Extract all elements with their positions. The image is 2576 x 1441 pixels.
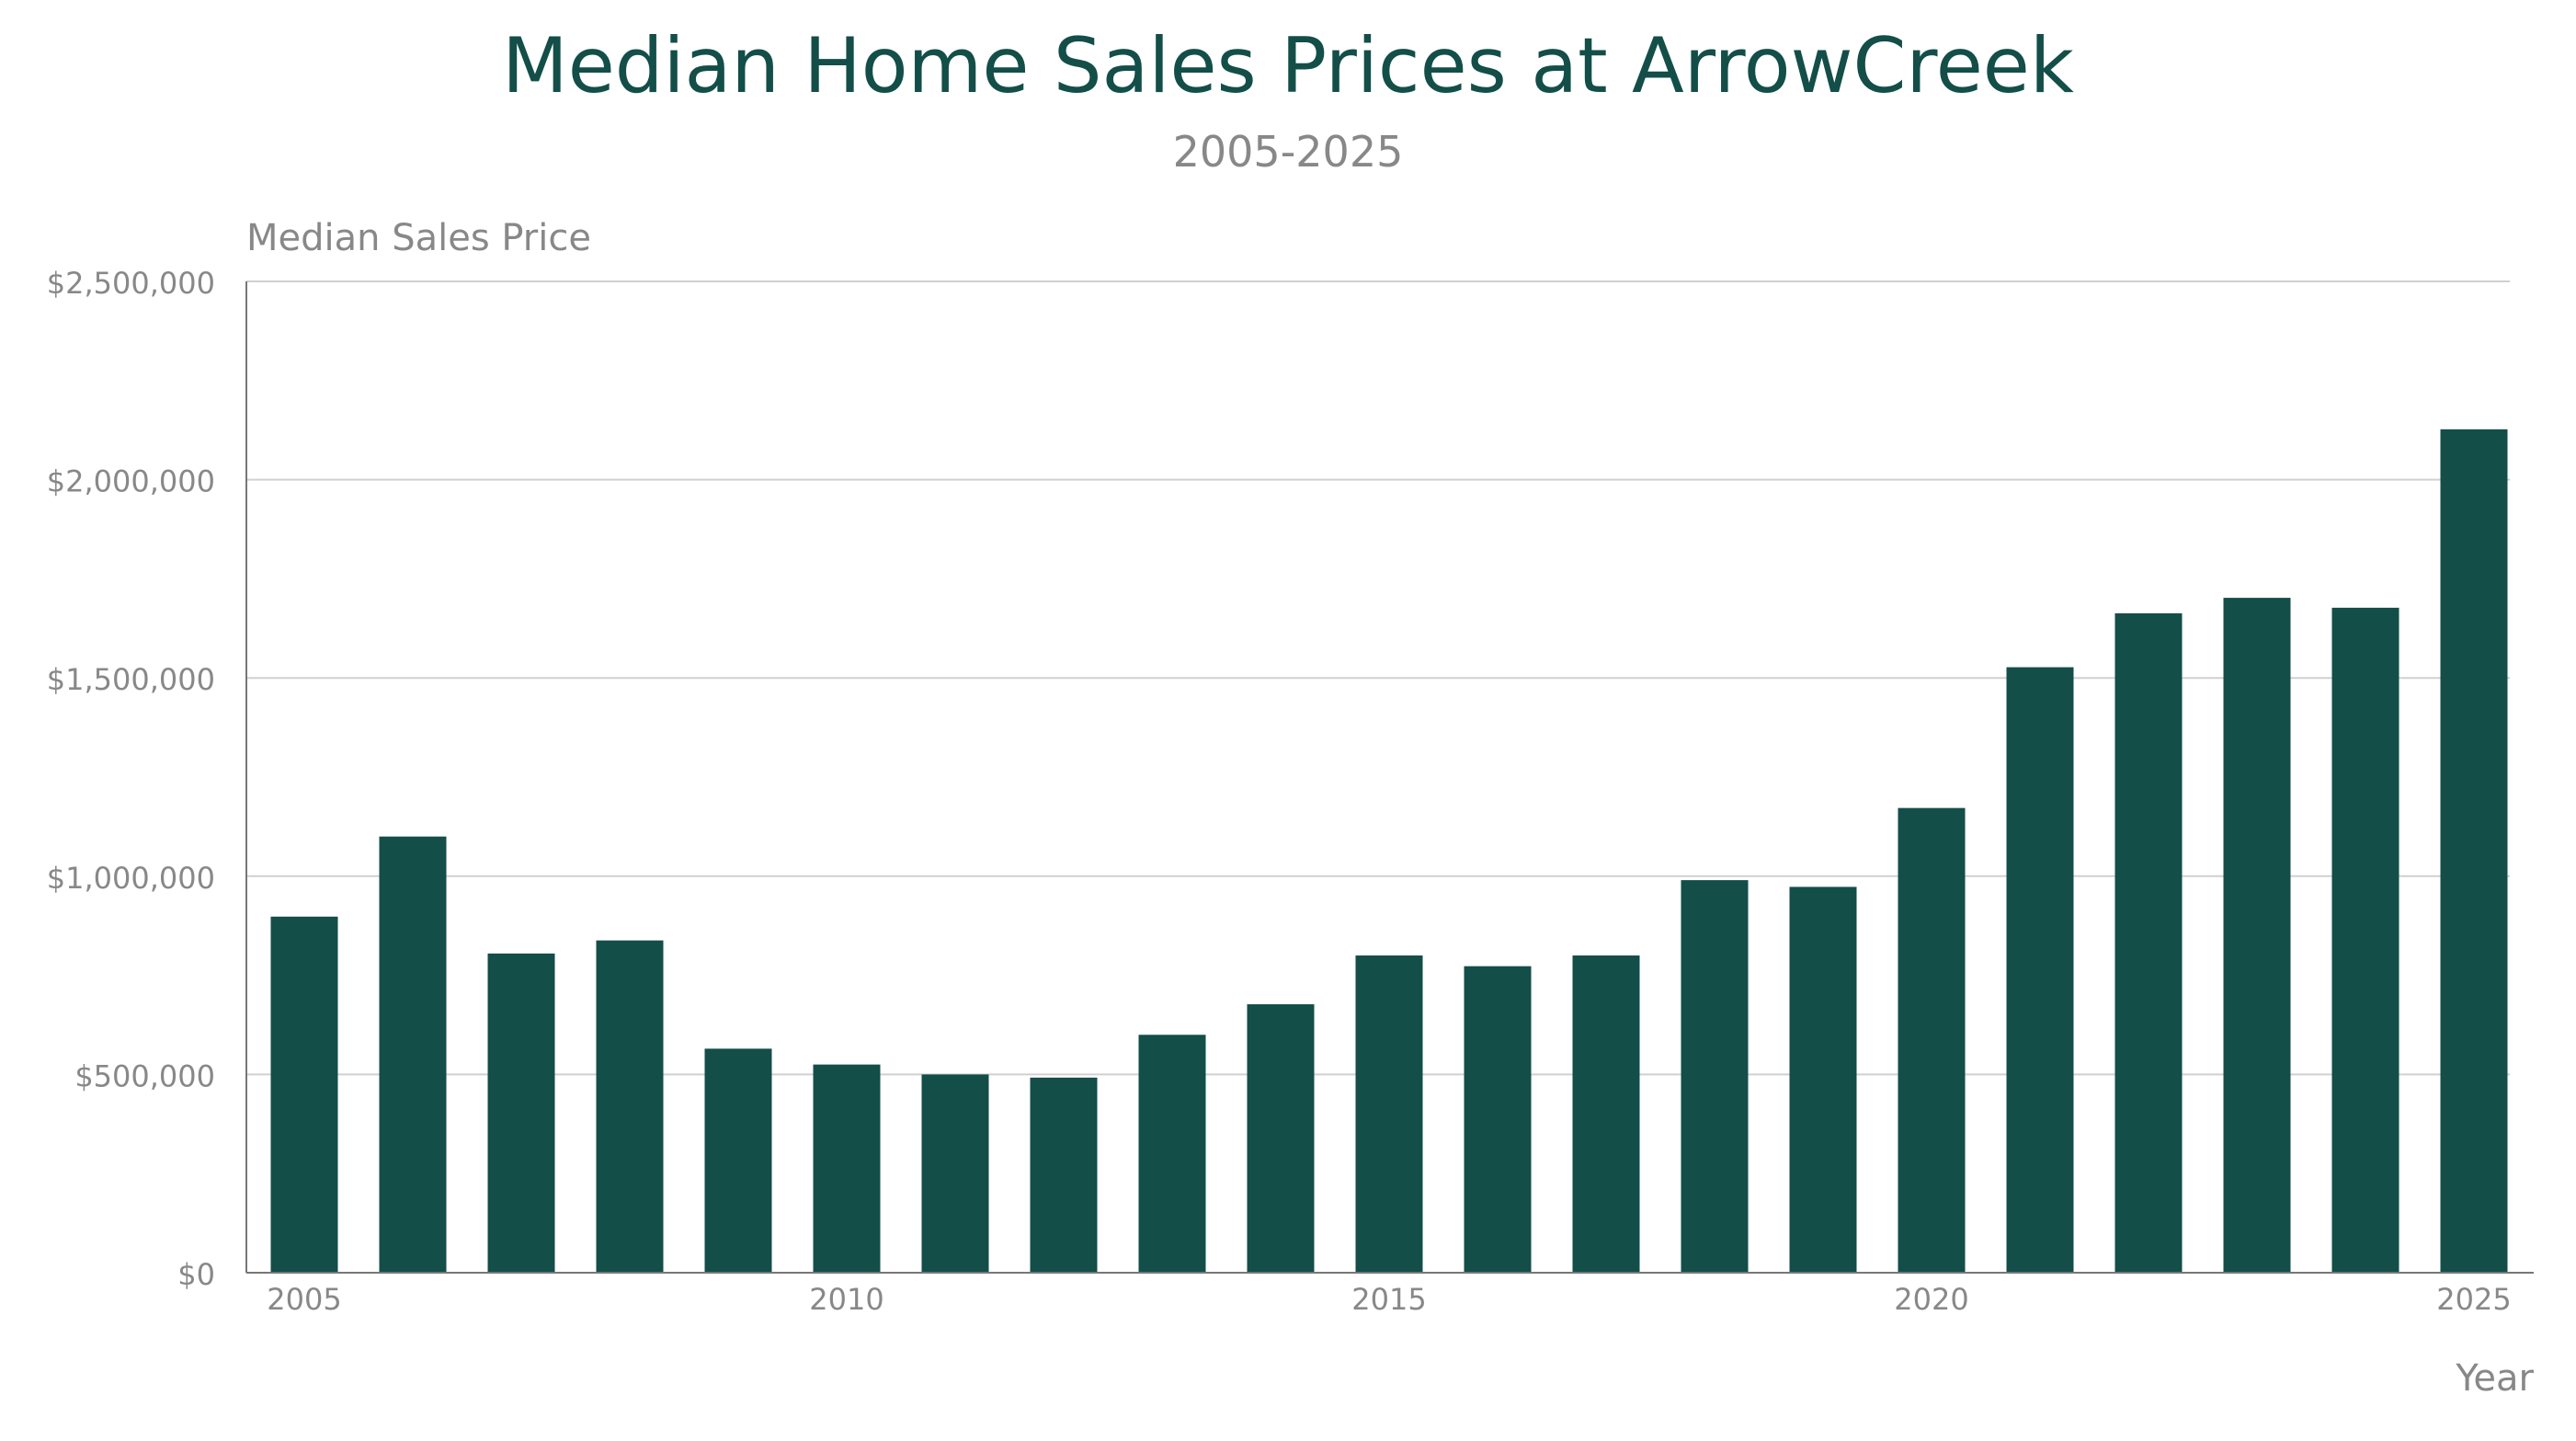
y-axis-label: Median Sales Price: [246, 217, 591, 259]
y-tick-label-3: $1,500,000: [47, 662, 215, 697]
y-tick-label-5: $2,500,000: [47, 266, 215, 301]
x-tick-label-2015: 2015: [1351, 1282, 1426, 1317]
x-tick-label-2025: 2025: [2436, 1282, 2511, 1317]
bar-2006: [379, 836, 447, 1273]
x-tick-labels: 2005 2010 2015 2020 2025: [267, 1282, 2511, 1317]
bar-2024: [2331, 607, 2399, 1273]
bars: [270, 429, 2508, 1273]
bar-2015: [1355, 955, 1423, 1273]
x-tick-label-2005: 2005: [267, 1282, 341, 1317]
bar-2010: [813, 1064, 881, 1273]
bar-2022: [2114, 612, 2183, 1273]
bar-2023: [2223, 598, 2291, 1273]
x-tick-label-2020: 2020: [1894, 1282, 1968, 1317]
bar-2025: [2440, 429, 2508, 1273]
y-tick-label-2: $1,000,000: [47, 861, 215, 896]
bar-2020: [1898, 807, 1966, 1273]
y-tick-labels: $0 $500,000 $1,000,000 $1,500,000 $2,000,000…: [47, 266, 215, 1292]
bar-2013: [1138, 1035, 1206, 1273]
bar-2018: [1681, 880, 1749, 1273]
bar-2011: [921, 1074, 989, 1273]
chart-title: Median Home Sales Prices at ArrowCreek: [502, 21, 2074, 110]
x-tick-label-2010: 2010: [809, 1282, 883, 1317]
bar-2005: [270, 916, 338, 1273]
bar-2019: [1789, 886, 1857, 1273]
bar-2016: [1464, 966, 1532, 1273]
x-axis-label: Year: [2455, 1357, 2534, 1400]
y-tick-label-1: $500,000: [74, 1058, 215, 1093]
y-tick-label-0: $0: [177, 1257, 215, 1292]
axes: [245, 281, 2534, 1274]
chart-subtitle: 2005-2025: [1172, 127, 1404, 177]
bar-2021: [2006, 667, 2074, 1273]
bar-2017: [1572, 955, 1640, 1273]
bar-2009: [704, 1048, 772, 1273]
bar-2014: [1247, 1004, 1315, 1273]
bar-2008: [596, 940, 664, 1273]
bar-2007: [487, 953, 555, 1273]
y-tick-label-4: $2,000,000: [47, 464, 215, 499]
bar-2012: [1030, 1077, 1098, 1273]
